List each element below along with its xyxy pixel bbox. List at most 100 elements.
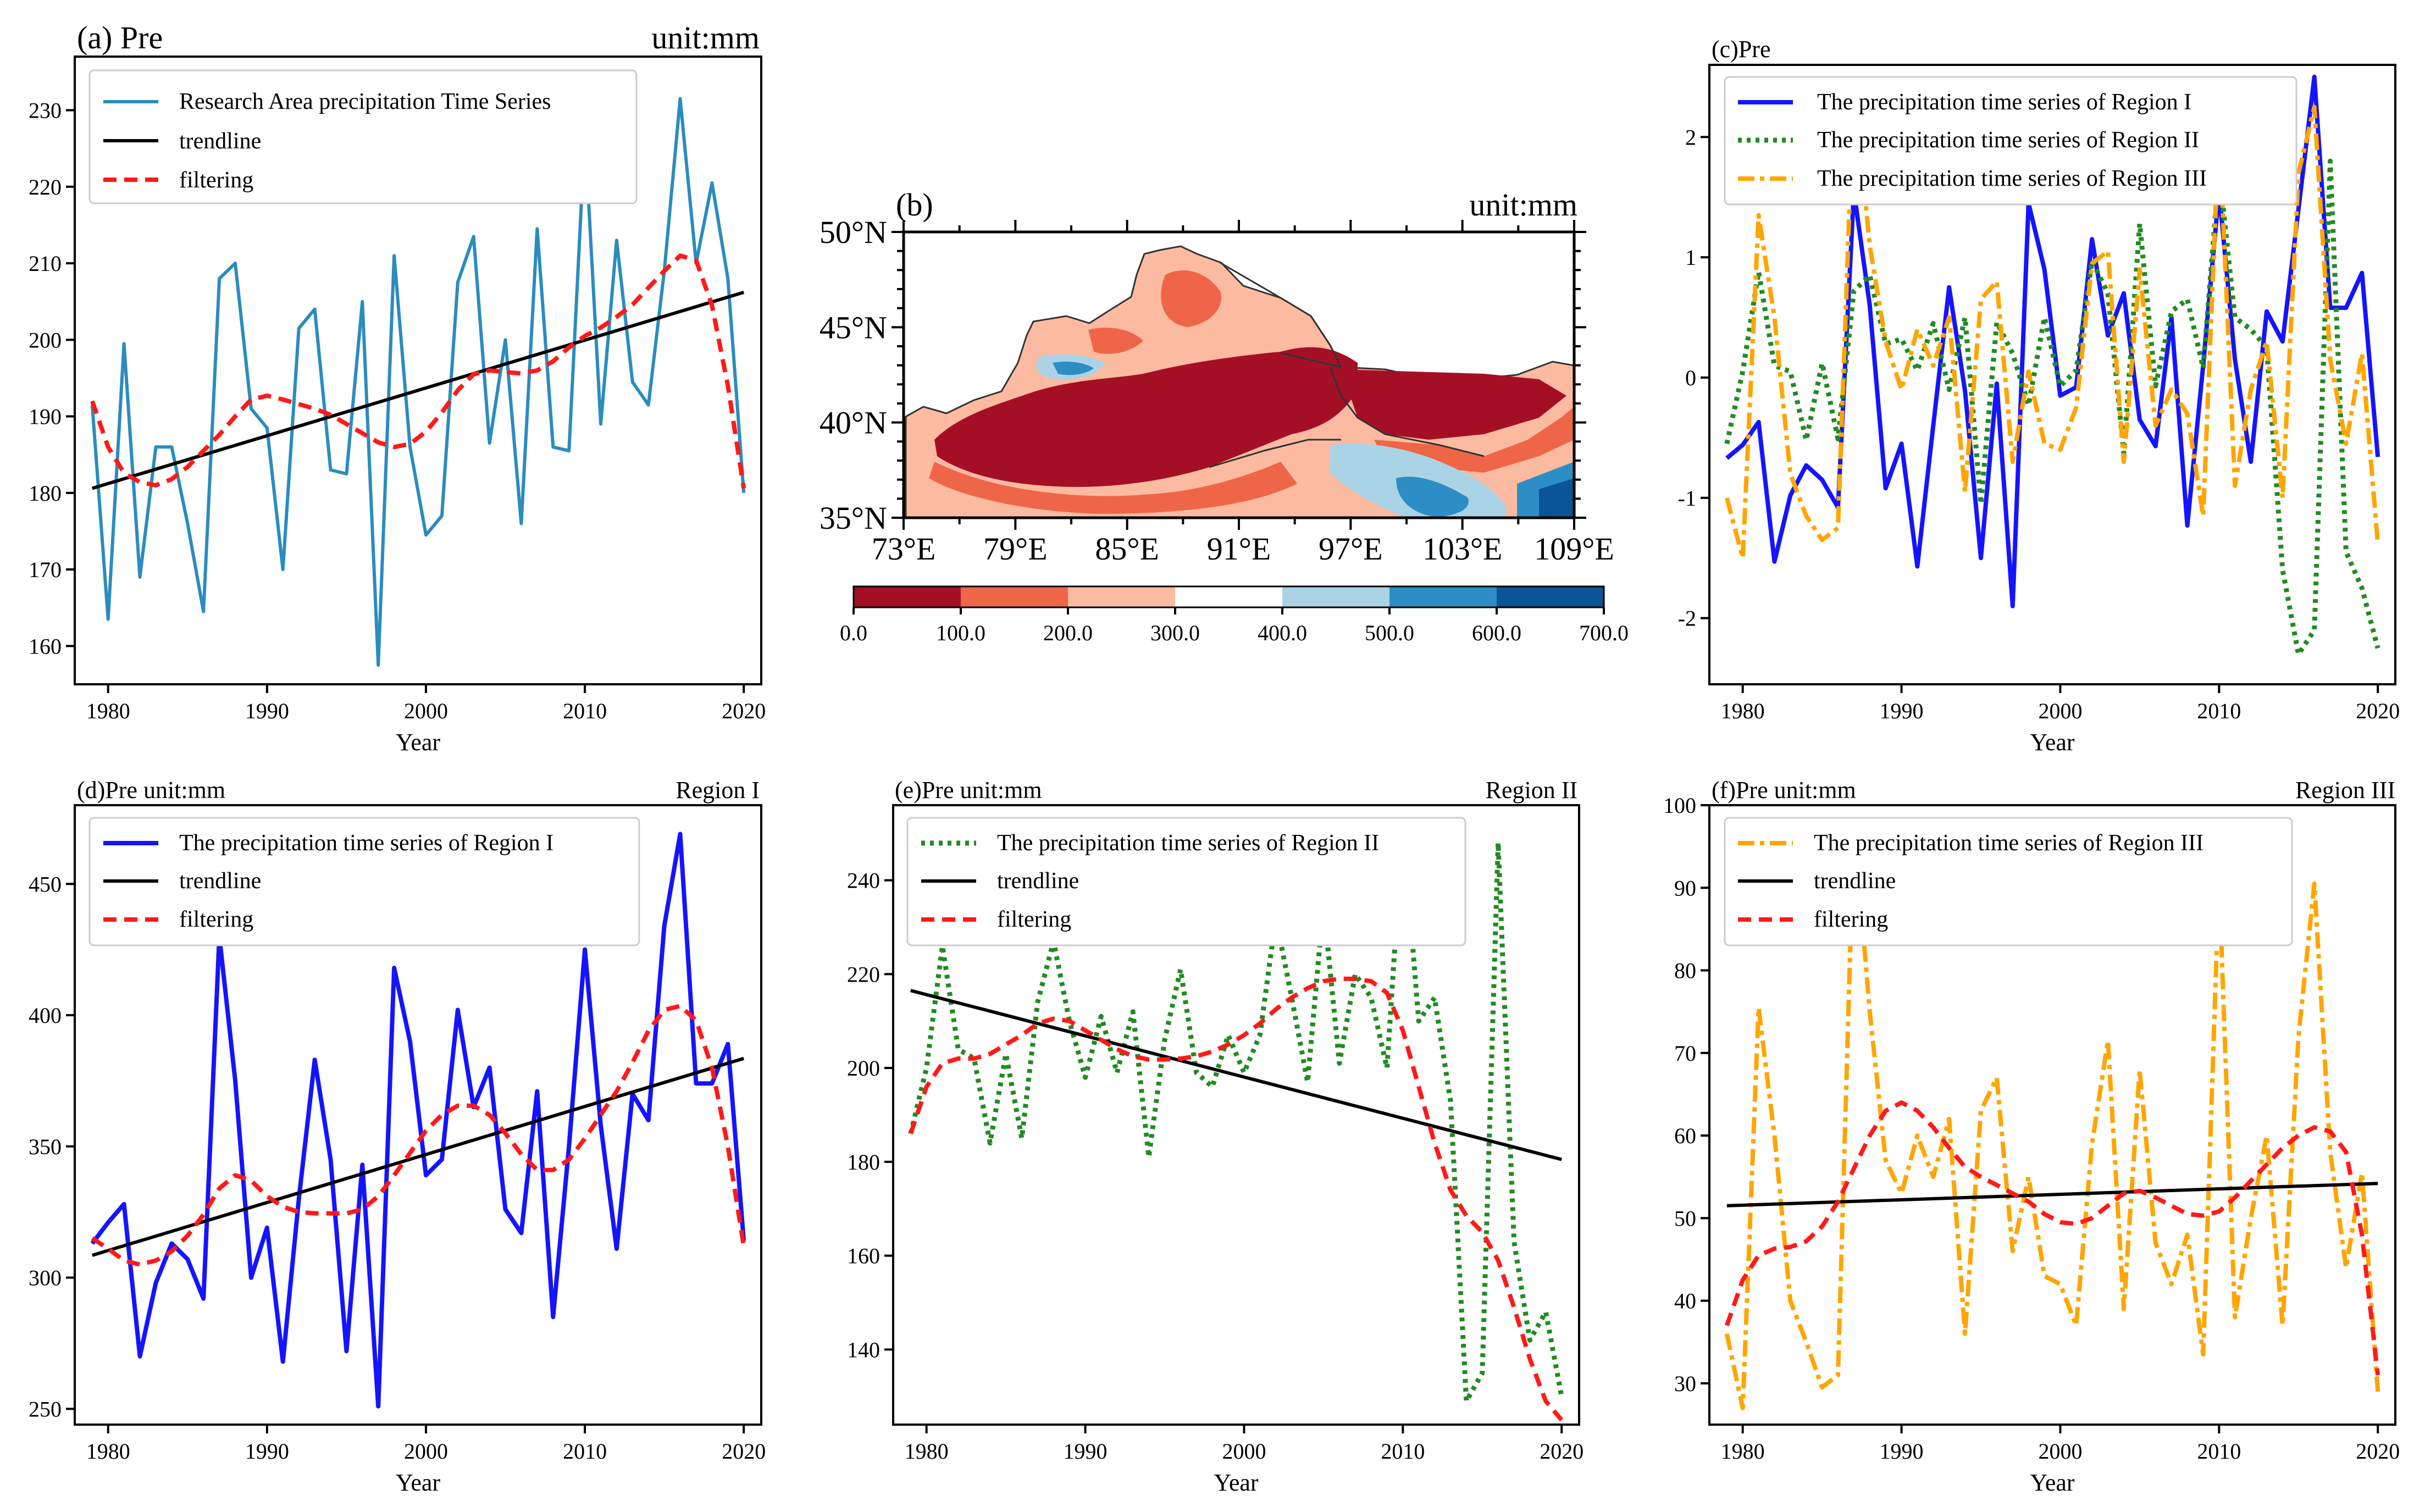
x-tick-label: 2020 — [2356, 699, 2400, 723]
y-tick-label: 90 — [1674, 876, 1696, 900]
lon-tick-label: 85°E — [1095, 531, 1159, 567]
y-tick-label: 200 — [29, 328, 62, 352]
colorbar-bin-6 — [1497, 586, 1604, 607]
legend-label-trend: trendline — [997, 868, 1079, 894]
panel-d-plot: 1980 1990 2000 2010 2020 250 300 350 400 450 Year — [29, 804, 766, 1496]
y-tick-label: 2 — [1685, 125, 1696, 149]
y-tick-label: 250 — [29, 1397, 62, 1421]
y-tick-label: 200 — [847, 1056, 880, 1081]
colorbar: 0.0 100.0 200.0 300.0 400.0 500.0 600.0 700.0 — [840, 585, 1629, 645]
panel-f-region: Region III — [2295, 777, 2395, 804]
x-axis-label: Year — [2030, 1469, 2074, 1496]
y-tick-label: 80 — [1674, 959, 1696, 983]
panel-a-unit: unit:mm — [651, 20, 760, 56]
axes-frame — [74, 56, 762, 685]
x-tick-label: 1990 — [245, 1439, 289, 1464]
series-line-1 — [90, 97, 746, 667]
x-axis-label: Year — [2030, 729, 2074, 756]
y-tick-label: 0 — [1685, 365, 1696, 390]
x-tick-label: 2020 — [722, 1439, 766, 1464]
panel-c-title: (c)Pre — [1712, 36, 1771, 63]
panel-d-title: (d)Pre unit:mm — [77, 777, 225, 804]
lat-tick-label: 45°N — [820, 309, 887, 345]
y-tick-label: 240 — [847, 868, 880, 893]
panel-e-plot: 1980 1990 2000 2010 2020 140 160 180 200 220 240 Ye… — [847, 804, 1584, 1496]
legend-label-region2: The precipitation time series of Region … — [1817, 128, 2199, 153]
series-line-2 — [1724, 158, 2380, 657]
x-tick-label: 2020 — [1540, 1439, 1584, 1464]
series-line-2 — [1726, 1182, 2378, 1208]
x-tick-label: 2010 — [563, 699, 607, 723]
x-tick-label: 2000 — [2038, 1439, 2082, 1464]
x-tick-label: 2010 — [1381, 1439, 1425, 1464]
panel-f-region3: (f)Pre unit:mm Region III 1980 1990 2000 20… — [1663, 777, 2400, 1496]
y-tick-label: 400 — [29, 1003, 62, 1028]
legend-label-filter: filtering — [1814, 907, 1888, 932]
panel-c-plot: 1980 1990 2000 2010 2020 -2 -1 0 1 2 Year — [1678, 64, 2400, 756]
panel-c-standardized: (c)Pre 1980 1990 2000 2010 2020 -2 -1 0 1 2 Year T… — [1678, 36, 2400, 756]
x-tick-label: 2020 — [2356, 1439, 2400, 1464]
axes-frame — [892, 804, 1580, 1426]
lon-tick-label: 73°E — [872, 531, 936, 567]
colorbar-tick-label: 0.0 — [840, 621, 867, 645]
y-tick-label: 210 — [29, 251, 62, 276]
x-axis-label: Year — [396, 1469, 440, 1496]
legend-label-region3: The precipitation time series of Region … — [1814, 830, 2203, 856]
panel-c-legend: The precipitation time series of Region … — [1724, 76, 2297, 206]
lon-tick-label: 97°E — [1319, 531, 1383, 567]
panel-b-unit: unit:mm — [1469, 187, 1577, 223]
y-tick-label: 230 — [29, 98, 62, 123]
y-tick-label: -2 — [1678, 606, 1696, 631]
x-tick-label: 2000 — [2038, 699, 2082, 723]
x-tick-label: 2010 — [563, 1439, 607, 1464]
lon-tick-label: 109°E — [1534, 531, 1614, 567]
x-tick-label: 1980 — [86, 1439, 130, 1464]
panel-d-region: Region I — [676, 777, 760, 804]
legend-label-region3: The precipitation time series of Region … — [1817, 166, 2207, 191]
y-tick-label: 70 — [1674, 1041, 1696, 1066]
colorbar-tick-label: 500.0 — [1365, 621, 1414, 645]
y-tick-label: 180 — [29, 481, 62, 506]
series-line-1 — [1725, 74, 2380, 608]
legend-label-filter: filtering — [179, 168, 253, 193]
map-ticks: 73°E 79°E 85°E 91°E 97°E 103°E 109°E 50°N 45°N 40… — [820, 214, 1614, 567]
colorbar-bin-1 — [961, 586, 1068, 607]
x-tick-label: 1990 — [1880, 1439, 1924, 1464]
panel-e-legend: The precipitation time series of Region … — [906, 817, 1466, 946]
y-tick-label: 180 — [847, 1150, 880, 1175]
y-tick-label: 450 — [29, 872, 62, 896]
lat-tick-label: 40°N — [820, 405, 887, 441]
legend-label-region1: The precipitation time series of Region … — [1817, 90, 2191, 115]
y-tick-label: -1 — [1678, 486, 1696, 511]
colorbar-tick-label: 200.0 — [1043, 621, 1093, 645]
x-axis-label: Year — [1214, 1469, 1258, 1496]
legend-label-filter: filtering — [997, 907, 1071, 932]
lat-tick-label: 35°N — [820, 500, 887, 536]
y-tick-label: 30 — [1674, 1371, 1696, 1396]
x-tick-label: 2010 — [2197, 699, 2241, 723]
series-line-1 — [908, 821, 1564, 1404]
x-tick-label: 2020 — [722, 699, 766, 723]
series-line-1 — [1724, 819, 2380, 1410]
panel-a-title: (a) Pre — [77, 20, 163, 56]
y-tick-label: 220 — [847, 962, 880, 987]
panel-e-region2: (e)Pre unit:mm Region II 1980 1990 2000 201… — [847, 777, 1584, 1496]
x-tick-label: 1980 — [86, 699, 130, 723]
series-line-2 — [910, 989, 1562, 1161]
x-tick-label: 1990 — [1064, 1439, 1108, 1464]
y-tick-label: 50 — [1674, 1206, 1696, 1231]
x-tick-label: 1980 — [1721, 699, 1765, 723]
axes-frame — [1708, 64, 2396, 685]
x-tick-label: 2000 — [404, 699, 448, 723]
colorbar-tick-label: 700.0 — [1579, 621, 1629, 645]
panel-a-legend: Research Area precipitation Time Series … — [88, 69, 638, 204]
panel-f-plot: 1980 1990 2000 2010 2020 30 40 50 60 70 80 90 100 Yea… — [1663, 793, 2400, 1496]
series-line-3 — [90, 253, 746, 489]
axes-frame — [1708, 804, 2396, 1426]
x-tick-label: 2010 — [2197, 1439, 2241, 1464]
panel-a-research-area: (a) Pre unit:mm 1980 1990 2000 2010 20201601… — [29, 20, 766, 756]
lon-tick-label: 103°E — [1422, 531, 1503, 567]
x-tick-label: 1990 — [1880, 699, 1924, 723]
panel-a-plot: 1980 1990 2000 2010 2020 160 170 180 190 200 210 22… — [29, 56, 766, 756]
panel-d-region1: (d)Pre unit:mm Region I 1980 1990 2000 2010… — [29, 777, 766, 1496]
